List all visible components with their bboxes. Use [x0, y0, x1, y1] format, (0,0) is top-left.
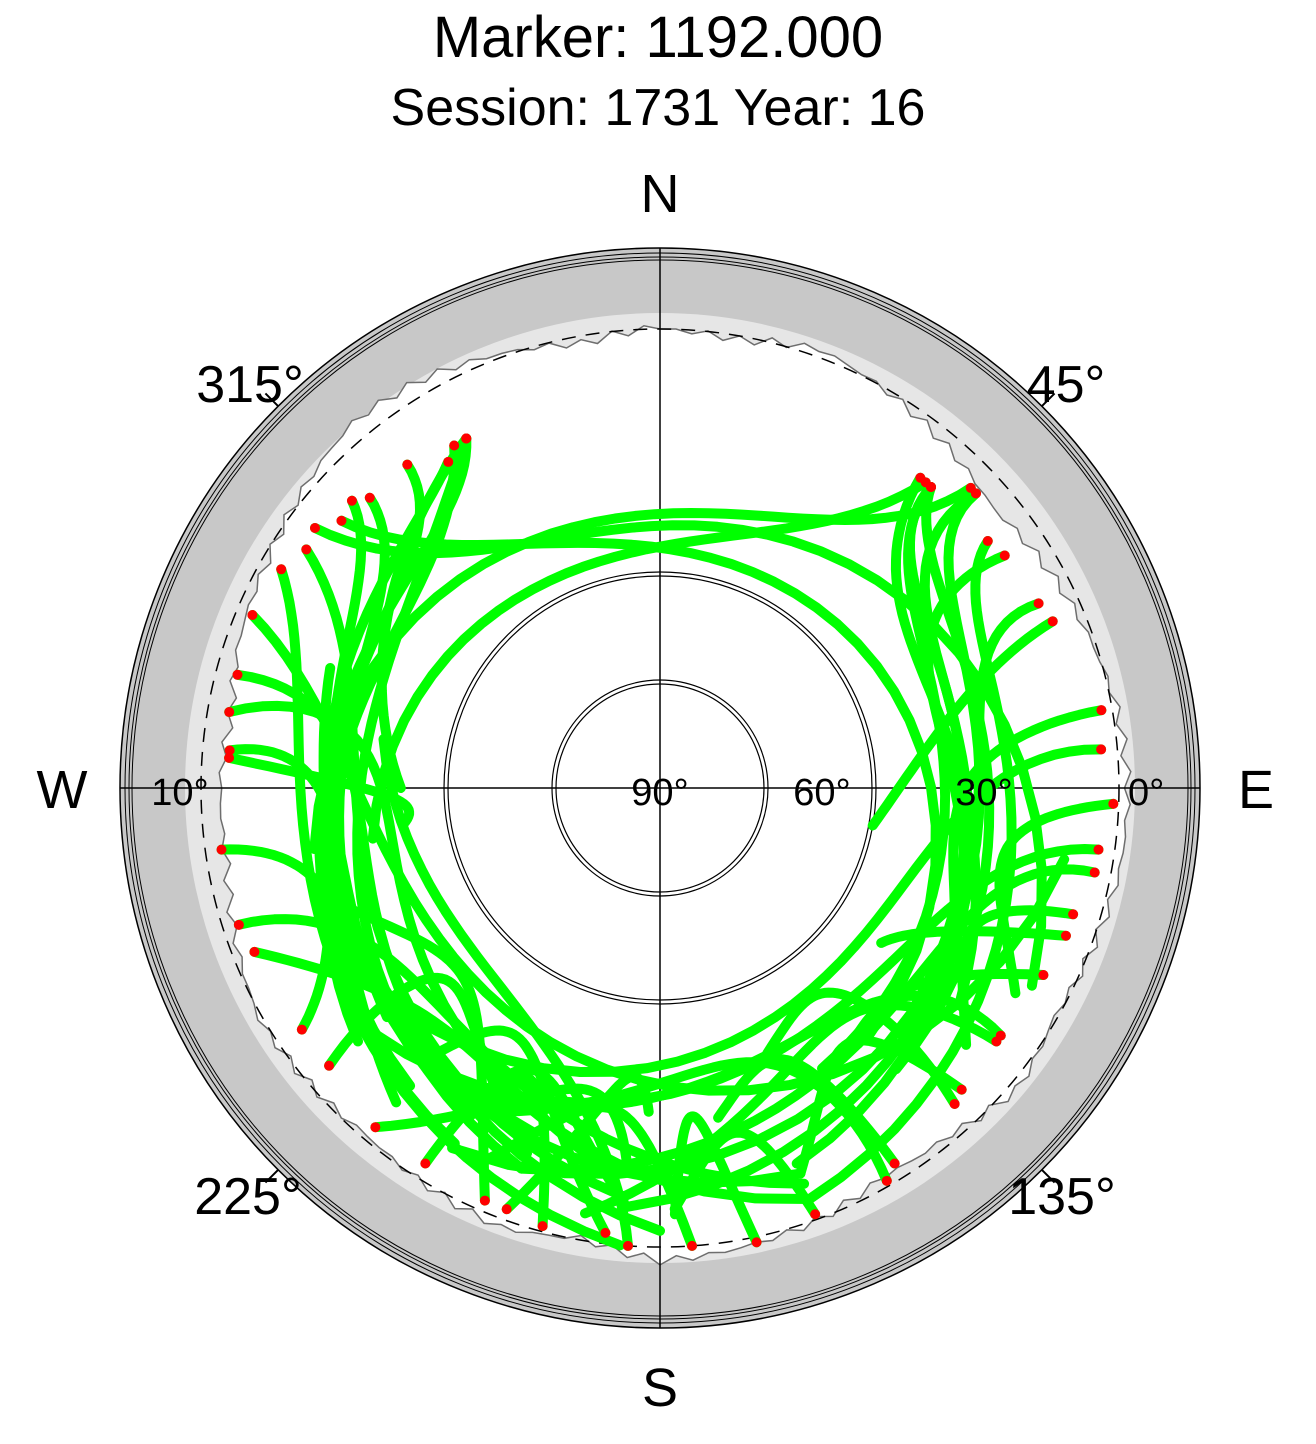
track-endpoint — [999, 550, 1010, 561]
track-endpoint — [956, 1084, 967, 1095]
track-endpoint — [965, 482, 976, 493]
track-endpoint — [1096, 705, 1107, 716]
satellite-track — [516, 864, 1100, 1176]
track-endpoint — [881, 1175, 892, 1186]
azimuth-label: 315° — [196, 356, 304, 414]
track-endpoint — [1033, 598, 1044, 609]
track-endpoint — [420, 1158, 431, 1169]
track-endpoint — [889, 1158, 900, 1169]
track-endpoint — [309, 523, 320, 534]
track-endpoint — [370, 1122, 381, 1133]
satellite-track — [905, 482, 971, 1009]
chart-title: Marker: 1192.000 — [432, 5, 884, 70]
satellite-track — [232, 669, 665, 1236]
track-endpoint — [224, 752, 235, 763]
track-endpoint — [810, 1209, 821, 1220]
azimuth-label: 45° — [1027, 356, 1106, 414]
track-endpoint — [296, 1024, 307, 1035]
track-endpoint — [501, 1204, 512, 1215]
track-endpoint — [301, 544, 312, 555]
track-endpoint — [1096, 744, 1107, 755]
track-endpoint — [233, 919, 244, 930]
satellite-track — [367, 477, 931, 844]
track-endpoint — [224, 745, 235, 756]
satellite-track — [324, 972, 532, 1159]
track-endpoint — [995, 1030, 1006, 1041]
track-endpoint — [915, 472, 926, 483]
track-endpoint — [1038, 970, 1049, 981]
track-endpoint — [247, 609, 258, 620]
satellite-track — [432, 1025, 611, 1238]
track-endpoint — [600, 1227, 611, 1238]
satellite-track — [233, 914, 810, 1189]
track-endpoint — [276, 564, 287, 575]
satellite-track — [804, 536, 1017, 1204]
azimuth-tick — [1041, 392, 1056, 407]
track-endpoint — [479, 1195, 490, 1206]
track-endpoint — [982, 536, 993, 547]
azimuth-label: 225° — [194, 1168, 302, 1226]
compass-west: W — [37, 760, 88, 820]
azimuth-label: 135° — [1008, 1168, 1116, 1226]
track-endpoint — [1047, 616, 1058, 627]
elevation-label: 30° — [955, 772, 1012, 814]
track-endpoint — [751, 1237, 762, 1248]
track-endpoint — [622, 1240, 633, 1251]
satellite-track — [378, 734, 633, 1251]
axis-labels: N S E W 45° 135° 225° 315° 90° 60° 30° 0° 10° — [37, 164, 1275, 1418]
elevation-label: 90° — [631, 772, 688, 814]
satellite-track — [447, 488, 985, 1179]
track-endpoint — [346, 495, 357, 506]
track-endpoint — [461, 433, 472, 444]
compass-south: S — [642, 1358, 678, 1418]
track-endpoint — [449, 440, 460, 451]
azimuth-tick — [264, 1169, 279, 1184]
satellite-track — [309, 482, 976, 854]
track-endpoint — [1060, 930, 1071, 941]
track-endpoint — [224, 707, 235, 718]
track-endpoint — [1093, 844, 1104, 855]
track-endpoints — [216, 433, 1119, 1251]
track-endpoint — [1108, 798, 1119, 809]
track-endpoint — [232, 669, 243, 680]
elevation-label: 10° — [151, 772, 208, 814]
track-endpoint — [402, 459, 413, 470]
track-endpoint — [1089, 867, 1100, 878]
elevation-label: 0° — [1128, 772, 1164, 814]
azimuth-tick — [264, 392, 279, 407]
track-endpoint — [336, 515, 347, 526]
track-endpoint — [324, 1060, 335, 1071]
satellite-tracks — [216, 433, 1119, 1251]
track-endpoint — [687, 1240, 698, 1251]
track-endpoint — [249, 946, 260, 957]
track-endpoint — [949, 1098, 960, 1109]
track-endpoint — [1068, 909, 1079, 920]
satellite-track — [296, 663, 336, 1035]
compass-north: N — [641, 164, 680, 224]
azimuth-tick — [1041, 1169, 1056, 1184]
track-endpoint — [443, 456, 454, 467]
elevation-label: 60° — [793, 772, 850, 814]
track-endpoint — [537, 1221, 548, 1232]
track-endpoint — [364, 492, 375, 503]
chart-subtitle: Session: 1731 Year: 16 — [390, 79, 926, 137]
satellite-track — [867, 616, 1058, 831]
track-endpoint — [216, 844, 227, 855]
compass-east: E — [1238, 760, 1274, 820]
satellite-track — [890, 472, 981, 1004]
